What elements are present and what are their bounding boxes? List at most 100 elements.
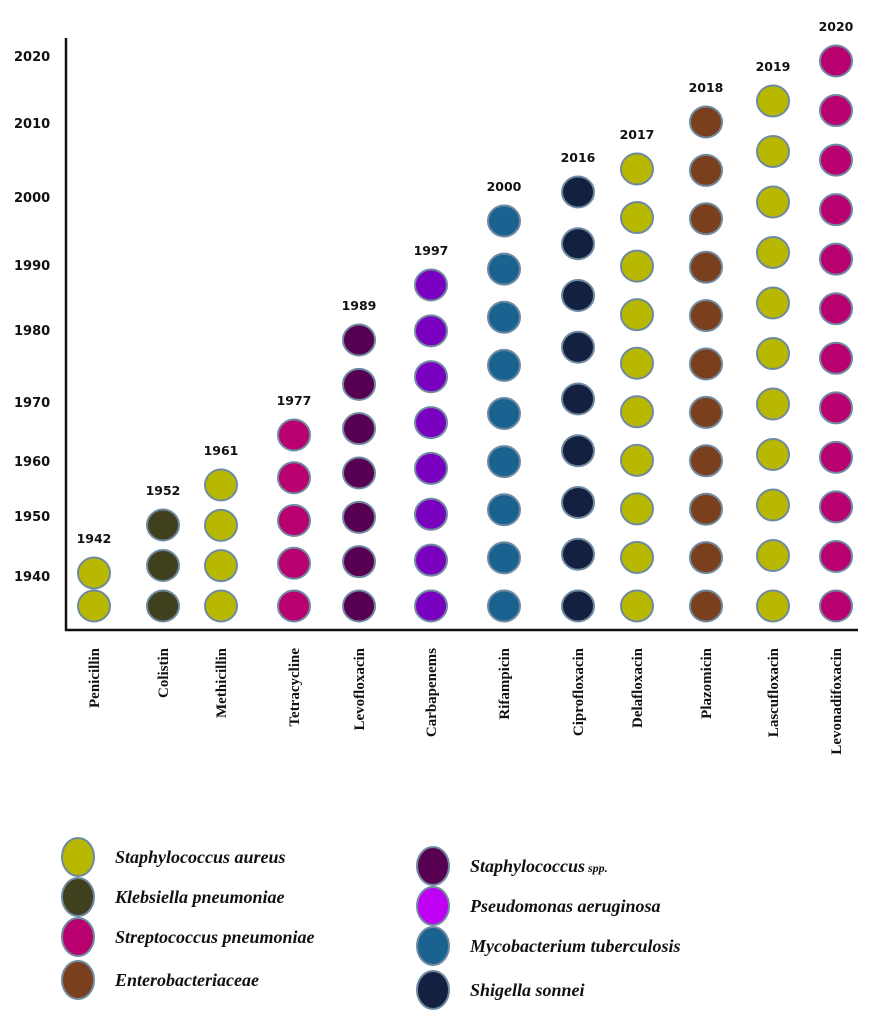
organism-dot xyxy=(414,451,448,485)
organism-dot xyxy=(756,438,790,471)
organism-dot xyxy=(204,589,238,623)
organism-dot xyxy=(77,556,111,590)
y-tick-label: 2010 xyxy=(14,117,50,132)
column-colistin: 1952 Colistin xyxy=(146,483,181,698)
organism-dot xyxy=(756,387,790,421)
organism-dot xyxy=(819,341,853,375)
year-label: 1997 xyxy=(414,243,449,258)
drug-label: Lascufloxacin xyxy=(766,647,782,737)
legend-swatch xyxy=(61,877,95,917)
organism-dot xyxy=(689,202,723,236)
organism-dot xyxy=(487,204,521,238)
year-label: 1961 xyxy=(204,443,239,458)
organism-dot xyxy=(487,300,521,334)
legend-swatch xyxy=(416,926,450,966)
legend-item: Staphylococcus spp. xyxy=(416,846,608,886)
organism-dot xyxy=(561,537,595,571)
legend-swatch xyxy=(61,917,95,957)
legend-swatch xyxy=(61,837,95,877)
organism-dot xyxy=(689,492,723,526)
organism-dot xyxy=(204,508,238,542)
organism-dot xyxy=(756,286,790,320)
drug-label: Rifampicin xyxy=(497,647,513,719)
drug-label: Levofloxacin xyxy=(352,647,368,730)
legend-swatch xyxy=(416,970,450,1010)
organism-dot xyxy=(561,382,595,416)
organism-dot xyxy=(342,456,376,490)
organism-dot xyxy=(620,298,654,332)
year-label: 2018 xyxy=(689,80,724,95)
organism-dot xyxy=(819,539,853,573)
organism-dot xyxy=(414,314,448,348)
organism-dot xyxy=(487,493,521,527)
organism-dot xyxy=(689,541,723,575)
column-lascufloxacin: 2019 Lascufloxacin xyxy=(756,59,791,737)
organism-dot xyxy=(689,250,723,284)
organism-dot xyxy=(620,589,654,623)
organism-dot xyxy=(77,589,111,623)
organism-dot xyxy=(620,249,654,283)
legend-label: Klebsiella pneumoniae xyxy=(114,887,285,907)
legend-label: Shigella sonnei xyxy=(470,980,585,1000)
organism-dot xyxy=(561,589,595,623)
organism-dot xyxy=(342,323,376,357)
organism-dot xyxy=(204,468,238,502)
y-tick-label: 1940 xyxy=(14,570,50,585)
organism-dot xyxy=(414,268,448,302)
organism-dot xyxy=(620,443,654,477)
organism-dot xyxy=(819,589,853,623)
organism-dot xyxy=(756,236,790,269)
y-tick-label: 2020 xyxy=(14,50,50,65)
legend-label: Staphylococcus aureus xyxy=(115,847,286,867)
y-tick-label: 2000 xyxy=(14,191,50,206)
y-tick-label: 1960 xyxy=(14,455,50,470)
organism-dot xyxy=(487,252,521,286)
organism-dot xyxy=(819,490,853,524)
organism-dot xyxy=(342,412,376,446)
column-plazomicin: 2018 Plazomicin xyxy=(689,80,724,719)
drug-label: Carbapenems xyxy=(424,648,440,737)
column-levofloxacin: 1989 Levofloxacin xyxy=(342,298,377,731)
year-label: 1989 xyxy=(342,298,377,313)
drug-label: Plazomicin xyxy=(699,647,715,718)
legend-swatch xyxy=(416,886,450,926)
legend-swatch xyxy=(61,960,95,1000)
legend-item: Staphylococcus aureus xyxy=(61,837,286,877)
organism-dot xyxy=(819,440,853,474)
organism-dot xyxy=(414,497,448,531)
organism-dot xyxy=(277,418,311,452)
organism-dot xyxy=(277,461,311,495)
organism-dot xyxy=(620,492,654,526)
legend-swatch xyxy=(416,846,450,886)
organism-dot xyxy=(620,395,654,429)
drug-label: Tetracycline xyxy=(287,648,303,727)
organism-dot xyxy=(756,488,790,522)
legend-item: Shigella sonnei xyxy=(416,970,585,1010)
organism-dot xyxy=(414,360,448,394)
y-tick-label: 1980 xyxy=(14,324,50,339)
organism-dot xyxy=(689,105,723,139)
organism-dot xyxy=(620,540,654,574)
organism-dot xyxy=(756,135,790,168)
drug-label: Penicillin xyxy=(87,647,103,708)
column-rifampicin: 2000 Rifampicin xyxy=(487,179,522,720)
year-label: 2016 xyxy=(561,150,596,165)
organism-dot xyxy=(561,175,595,209)
organism-dot xyxy=(756,337,790,370)
drug-label: Colistin xyxy=(156,647,172,698)
organism-dot xyxy=(487,348,521,382)
drug-label: Delafloxacin xyxy=(630,647,646,728)
column-delafloxacin: 2017 Delafloxacin xyxy=(620,127,655,728)
legend-label: Streptococcus pneumoniae xyxy=(115,927,315,947)
organism-dot xyxy=(277,504,311,537)
organism-dot xyxy=(620,201,654,235)
organism-dot xyxy=(414,406,448,440)
organism-dot xyxy=(819,242,853,276)
organism-dot xyxy=(620,152,654,186)
drug-label: Methicillin xyxy=(214,647,230,718)
legend-item: Mycobacterium tuberculosis xyxy=(416,926,681,966)
organism-dot xyxy=(561,279,595,312)
organism-dot xyxy=(561,330,595,364)
organism-dot xyxy=(487,397,521,430)
column-penicillin: 1942 Penicillin xyxy=(77,531,112,708)
